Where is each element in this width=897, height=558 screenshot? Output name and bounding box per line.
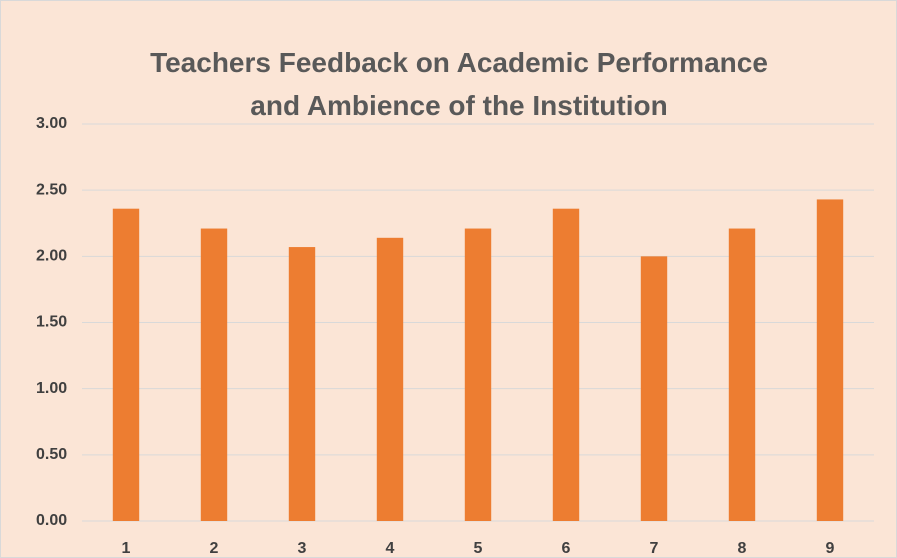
bar	[552, 208, 580, 521]
bar	[112, 208, 140, 521]
bar	[728, 228, 756, 521]
x-tick-label: 3	[298, 540, 307, 557]
y-tick-label: 2.00	[36, 248, 67, 265]
x-tick-label: 5	[474, 540, 483, 557]
x-tick-label: 7	[650, 540, 659, 557]
chart-title: Teachers Feedback on Academic Performanc…	[150, 47, 768, 121]
y-tick-label: 3.00	[36, 115, 67, 132]
y-tick-label: 1.00	[36, 380, 67, 397]
x-tick-label: 4	[386, 540, 395, 557]
x-tick-label: 1	[122, 540, 131, 557]
bar	[816, 199, 844, 521]
x-tick-label: 2	[210, 540, 219, 557]
y-tick-label: 2.50	[36, 181, 67, 198]
bar	[200, 228, 228, 521]
bar	[464, 228, 492, 521]
y-tick-label: 0.50	[36, 446, 67, 463]
y-tick-label: 1.50	[36, 314, 67, 331]
x-tick-label: 9	[826, 540, 835, 557]
bar	[288, 247, 316, 521]
x-tick-label: 8	[738, 540, 747, 557]
y-tick-label: 0.00	[36, 512, 67, 529]
x-tick-label: 6	[562, 540, 571, 557]
bar	[640, 256, 668, 521]
bar	[376, 237, 404, 521]
